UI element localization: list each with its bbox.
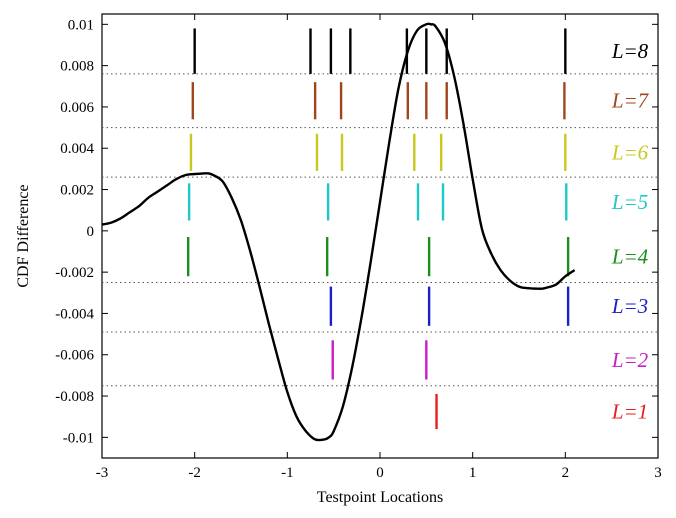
y-tick-label: -0.004 <box>55 306 94 322</box>
x-tick-label: -1 <box>281 465 294 481</box>
y-tick-label: -0.006 <box>55 348 94 364</box>
x-tick-label: 3 <box>654 465 662 481</box>
y-tick-label: -0.002 <box>55 265 94 281</box>
x-tick-label: 0 <box>376 465 384 481</box>
x-tick-label: -2 <box>188 465 201 481</box>
y-tick-label: 0 <box>87 224 95 240</box>
y-tick-label: -0.008 <box>55 389 94 405</box>
y-tick-label: -0.01 <box>63 430 94 446</box>
x-tick-label: 2 <box>562 465 570 481</box>
level-label-l-8: L=8 <box>611 39 649 63</box>
y-axis-label: CDF Difference <box>15 184 32 287</box>
y-tick-label: 0.008 <box>60 59 94 75</box>
dotted-separators <box>102 73 658 387</box>
x-tick-label: 1 <box>469 465 477 481</box>
level-label-l-7: L=7 <box>611 89 650 113</box>
x-axis-label: Testpoint Locations <box>317 489 443 506</box>
x-tick-label: -3 <box>96 465 109 481</box>
y-tick-label: 0.006 <box>60 100 94 116</box>
level-label-l-6: L=6 <box>611 140 649 164</box>
level-label-l-5: L=5 <box>611 190 648 214</box>
level-label-l-1: L=1 <box>611 400 648 424</box>
level-label-l-2: L=2 <box>611 348 649 372</box>
cdf-difference-curve <box>101 22 576 442</box>
y-tick-label: 0.01 <box>68 17 94 33</box>
y-tick-label: 0.004 <box>60 141 94 157</box>
axis-ticks: -3 -2 -1 0 1 2 3 0.01 0.008 0.006 0.004 0.002 0 -0.00… <box>55 14 662 481</box>
level-label-l-4: L=4 <box>611 245 649 269</box>
curve-layer <box>101 22 576 442</box>
y-tick-label: 0.002 <box>60 183 94 199</box>
level-label-l-3: L=3 <box>611 294 648 318</box>
level-markers: L=8 L=7 L=6 L=5 L=4 L=3 L=2 L=1 <box>186 28 650 430</box>
plot-frame <box>101 13 659 459</box>
